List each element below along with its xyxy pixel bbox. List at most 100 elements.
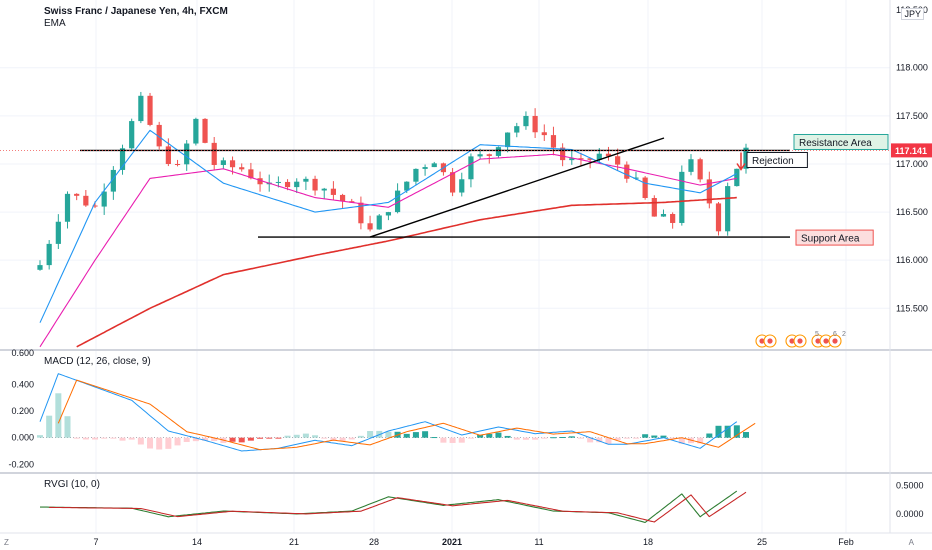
macd-hist-bar [293, 434, 300, 438]
ema-slow-line [76, 196, 737, 348]
macd-hist-bar [266, 437, 273, 439]
candle-body [55, 221, 61, 244]
candle-body [46, 243, 52, 266]
time-label: Feb [838, 537, 854, 547]
rvgi-line [40, 490, 738, 524]
macd-hist-bar [678, 437, 685, 444]
rvgi-tick: 0.0000 [896, 509, 924, 519]
candle-body [174, 164, 181, 166]
time-label: 18 [643, 537, 653, 547]
macd-hist-bar [706, 433, 713, 438]
symbol-title-text: Swiss Franc / Japanese Yen, 4h, FXCM [44, 6, 228, 17]
macd-pane[interactable] [37, 373, 756, 452]
candle-body [156, 124, 162, 147]
macd-hist-bar [623, 437, 630, 439]
candle-body [138, 95, 144, 122]
annotations: Resistance Area Support Area Rejection 5 6 2 [0, 133, 890, 348]
candle-body [523, 115, 529, 127]
candle-body [505, 132, 511, 148]
candle-body [596, 153, 602, 160]
candle-body [394, 190, 401, 213]
macd-hist-bar [238, 437, 245, 443]
candle-body [330, 188, 337, 195]
macd-hist-bar [632, 437, 639, 439]
candle-body [670, 213, 676, 223]
candle-body [358, 202, 364, 224]
rejection-label-text: Rejection [752, 156, 794, 167]
event-count: 5 [815, 331, 819, 338]
candle-body [257, 178, 263, 185]
candle-body [367, 223, 373, 230]
candle-body [706, 179, 712, 204]
currency-badge[interactable]: JPY [901, 8, 924, 20]
candle-body [101, 191, 107, 207]
macd-hist-bar [147, 437, 154, 449]
candle-body [624, 164, 630, 179]
macd-hist-bar [697, 437, 704, 444]
macd-hist-bar [211, 437, 218, 442]
macd-hist-bar [743, 432, 749, 438]
candle-body [275, 181, 281, 183]
timezone-toggle[interactable]: Z [4, 538, 9, 547]
macd-hist-bar [532, 437, 539, 440]
resistance-label-box [793, 133, 889, 150]
candle-body [550, 135, 557, 148]
time-label: 25 [757, 537, 767, 547]
candle-body [64, 193, 71, 222]
candle-body [615, 156, 621, 165]
macd-hist-bar [449, 437, 456, 443]
candle-body [303, 178, 309, 182]
price-tick: 117.000 [896, 159, 928, 169]
macd-hist-bar [330, 437, 337, 441]
event-count: 2 [842, 331, 846, 338]
candle-body [413, 168, 419, 182]
candle-body [725, 186, 731, 232]
macd-hist-bar [403, 433, 410, 438]
candle-body [294, 181, 300, 188]
macd-legend[interactable]: MACD (12, 26, close, 9) [44, 356, 151, 367]
rvgi-pane[interactable] [40, 490, 747, 524]
candle-body [532, 115, 538, 133]
macd-hist-bar [440, 437, 447, 443]
macd-hist-bar [715, 425, 722, 438]
candle-body [229, 160, 236, 168]
candle-body [239, 167, 245, 170]
macd-hist-bar [642, 434, 649, 438]
candle-body [541, 132, 547, 136]
macd-hist-bar [357, 435, 364, 438]
candle-body [312, 178, 318, 191]
time-label: 28 [369, 537, 379, 547]
candle-body [74, 193, 80, 196]
candle-body [633, 177, 639, 179]
candle-body [248, 169, 254, 179]
macd-hist-bar [192, 437, 199, 442]
candle-body [459, 179, 465, 193]
resistance-label: Resistance Area [793, 133, 889, 150]
candle-body [165, 146, 171, 165]
event-marker-dot [797, 338, 803, 344]
rvgi-legend[interactable]: RVGI (10, 0) [44, 479, 100, 490]
macd-hist-bar [92, 437, 99, 440]
candle-body [193, 118, 199, 144]
macd-tick: 0.000 [11, 433, 34, 443]
macd-hist-bar [183, 437, 190, 442]
time-label: 7 [93, 537, 98, 547]
macd-hist-bar [614, 437, 621, 440]
signal-line [57, 379, 756, 451]
trend-line [369, 137, 665, 238]
candle-body [184, 143, 190, 165]
candle-body [449, 172, 456, 193]
macd-hist-bar [495, 432, 502, 438]
macd-hist-bar [119, 437, 126, 441]
ema-legend[interactable]: EMA [44, 18, 66, 29]
time-label: 2021 [442, 537, 462, 547]
candle-body [587, 158, 593, 160]
candle-body [321, 188, 327, 191]
price-tick: 115.500 [896, 303, 928, 313]
macd-hist-bar [733, 425, 740, 438]
candle-body [651, 198, 657, 217]
auto-scale-toggle[interactable]: A [908, 538, 914, 547]
resistance-label-text: Resistance Area [799, 138, 872, 149]
macd-hist-bar [522, 437, 529, 440]
